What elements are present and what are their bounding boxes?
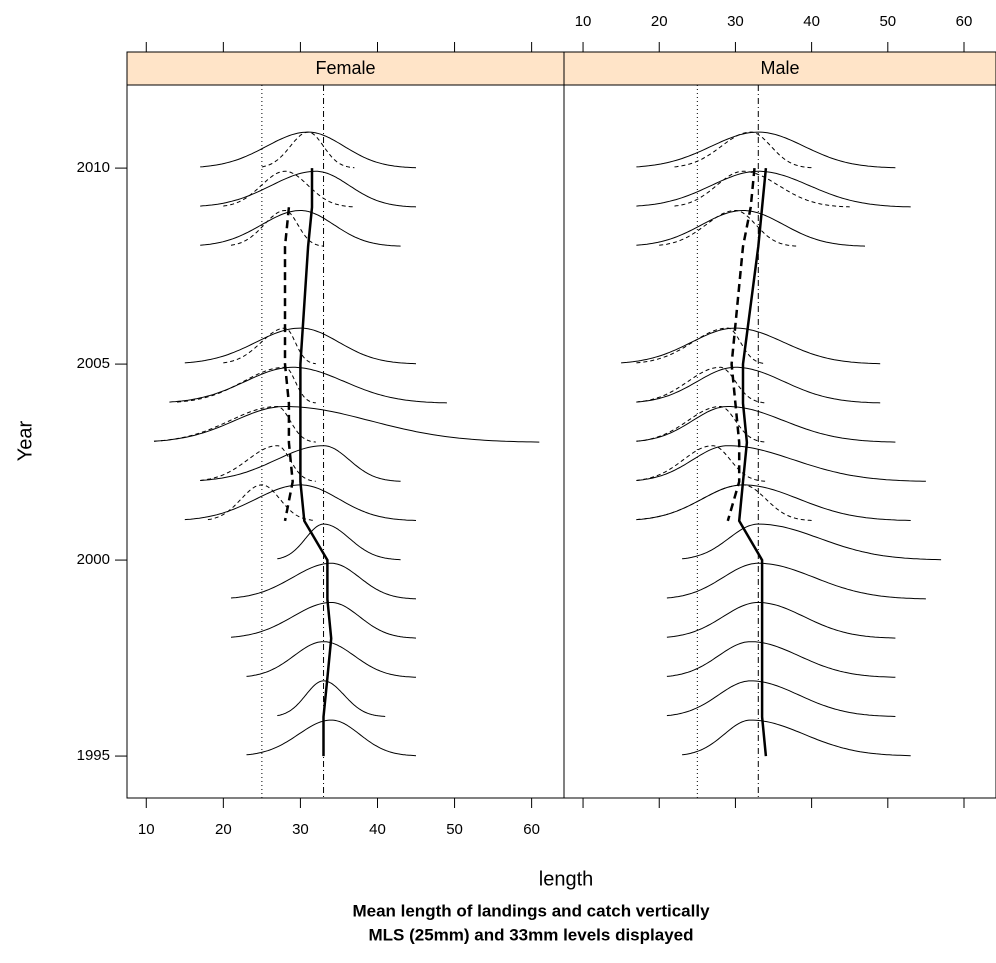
strip-label: Female [315, 58, 375, 78]
dashed-ridge [177, 366, 316, 404]
solid-ridge [153, 406, 540, 443]
solid-ridge [636, 131, 896, 169]
mean-solid-line [737, 167, 768, 757]
dashed-ridge [230, 210, 324, 247]
x-tick-label: 30 [292, 821, 309, 838]
y-tick-label: 2005 [77, 355, 110, 372]
x-tick-label: 20 [215, 821, 232, 838]
dashed-ridge [261, 131, 355, 169]
solid-ridge [666, 641, 896, 678]
y-tick-label: 2010 [77, 159, 110, 176]
x-tick-label: 20 [651, 13, 668, 30]
x-tick-label: 30 [727, 13, 744, 30]
mean-dashed-line [726, 167, 756, 522]
strip-label: Male [760, 58, 799, 78]
y-axis-label: Year [14, 420, 36, 461]
dashed-ridge [223, 327, 316, 365]
chart-title: Mean length of landings and catch vertic… [352, 901, 710, 920]
x-tick-label: 50 [446, 821, 463, 838]
y-tick-label: 1995 [77, 747, 110, 764]
solid-ridge [682, 523, 942, 561]
solid-ridge [200, 445, 401, 482]
solid-ridge [184, 327, 417, 365]
solid-ridge [636, 210, 866, 247]
x-tick-label: 60 [956, 13, 973, 30]
solid-ridge [200, 170, 417, 208]
dashed-ridge [674, 170, 850, 208]
dashed-ridge [636, 366, 766, 404]
dashed-ridge [636, 327, 766, 365]
solid-ridge [682, 719, 911, 757]
mean-dashed-line [283, 207, 294, 522]
solid-ridge [246, 641, 417, 678]
dashed-ridge [200, 445, 316, 482]
strip [126, 51, 565, 86]
x-axis-label: length [539, 868, 594, 890]
solid-ridge [666, 680, 896, 717]
dashed-ridge [207, 484, 316, 521]
solid-ridge [246, 719, 417, 757]
strip [563, 51, 996, 86]
x-tick-label: 10 [138, 821, 155, 838]
solid-ridge [666, 562, 926, 600]
solid-ridge [666, 602, 896, 639]
solid-ridge [636, 445, 926, 482]
solid-ridge [230, 602, 417, 639]
solid-ridge [636, 484, 911, 521]
x-tick-label: 60 [523, 821, 540, 838]
chart-title: MLS (25mm) and 33mm levels displayed [368, 925, 693, 944]
solid-ridge [230, 562, 417, 600]
x-tick-label: 40 [803, 13, 820, 30]
solid-ridge [277, 523, 401, 561]
y-tick-label: 2000 [77, 551, 110, 568]
solid-ridge [277, 680, 386, 717]
solid-ridge [636, 170, 911, 208]
solid-ridge [200, 131, 417, 169]
solid-ridge [636, 366, 881, 404]
solid-ridge [169, 366, 447, 404]
mean-solid-line [299, 168, 333, 757]
x-tick-label: 10 [575, 13, 592, 30]
panel-frame [563, 84, 996, 799]
solid-ridge [636, 406, 896, 443]
dashed-ridge [636, 406, 766, 443]
dashed-ridge [153, 406, 316, 443]
panel-frame [126, 84, 565, 799]
x-tick-label: 40 [369, 821, 386, 838]
dashed-ridge [636, 445, 766, 482]
x-tick-label: 50 [879, 13, 896, 30]
solid-ridge [200, 210, 401, 247]
dashed-ridge [674, 131, 812, 169]
solid-ridge [184, 484, 417, 521]
solid-ridge [621, 327, 881, 365]
dashed-ridge [659, 210, 797, 247]
